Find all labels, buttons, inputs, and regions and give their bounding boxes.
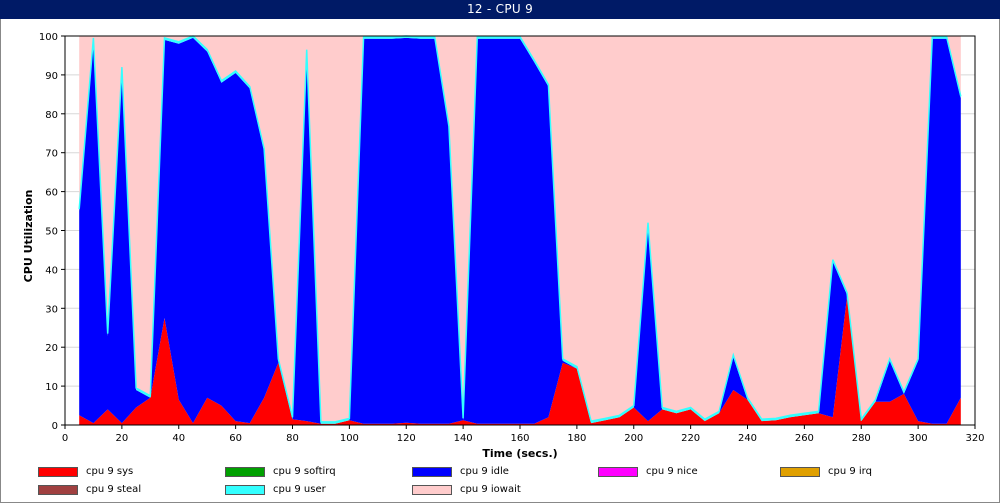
tick-labels: 0 10 20 30 40 50 60 70 80 90 100 0 20 40 60 80 100 120 140… [39, 32, 985, 444]
y-axis-label: CPU Utilization [22, 190, 35, 283]
legend-item: cpu 9 user [225, 483, 326, 497]
legend-swatch [412, 467, 452, 477]
series-line-cpu-9-user [78, 35, 962, 423]
legend: cpu 9 sys cpu 9 softirq cpu 9 idle cpu 9 ni… [0, 462, 1000, 504]
y-tick-label: 10 [45, 382, 58, 393]
stacked-areas [78, 35, 962, 425]
legend-item: cpu 9 steal [38, 483, 141, 497]
y-tick-label: 70 [45, 149, 58, 160]
legend-swatch [38, 467, 78, 477]
legend-label: cpu 9 sys [86, 466, 134, 477]
x-tick-label: 280 [852, 433, 871, 444]
x-tick-label: 100 [340, 433, 359, 444]
x-tick-label: 60 [229, 433, 242, 444]
legend-swatch [598, 467, 638, 477]
legend-swatch [38, 485, 78, 495]
x-tick-label: 120 [397, 433, 416, 444]
x-tick-label: 320 [965, 433, 984, 444]
area-cpu-9-idle [79, 37, 961, 424]
x-axis-label: Time (secs.) [482, 447, 557, 460]
legend-label: cpu 9 steal [86, 484, 142, 495]
legend-item: cpu 9 irq [780, 465, 872, 479]
x-tick-label: 40 [172, 433, 185, 444]
window-title: 12 - CPU 9 [0, 0, 1000, 19]
legend-label: cpu 9 idle [460, 466, 509, 477]
legend-item: cpu 9 softirq [225, 465, 336, 479]
x-tick-label: 260 [795, 433, 814, 444]
y-tick-label: 60 [45, 188, 58, 199]
x-tick-label: 0 [62, 433, 68, 444]
x-tick-label: 240 [738, 433, 757, 444]
y-tick-label: 100 [39, 32, 58, 43]
legend-swatch [412, 485, 452, 495]
legend-label: cpu 9 nice [646, 466, 698, 477]
x-tick-label: 220 [681, 433, 700, 444]
legend-swatch [225, 467, 265, 477]
x-tick-label: 80 [286, 433, 299, 444]
legend-label: cpu 9 irq [828, 466, 872, 477]
y-tick-label: 30 [45, 304, 58, 315]
legend-swatch [780, 467, 820, 477]
legend-swatch [225, 485, 265, 495]
legend-item: cpu 9 nice [598, 465, 698, 479]
x-tick-label: 160 [510, 433, 529, 444]
legend-label: cpu 9 softirq [273, 466, 336, 477]
x-tick-label: 20 [116, 433, 129, 444]
y-tick-label: 80 [45, 110, 58, 121]
y-tick-label: 0 [52, 421, 58, 432]
x-tick-label: 140 [454, 433, 473, 444]
legend-label: cpu 9 user [273, 484, 326, 495]
y-tick-label: 20 [45, 343, 58, 354]
legend-item: cpu 9 sys [38, 465, 133, 479]
area-cpu-9-iowait [79, 36, 961, 422]
legend-item: cpu 9 idle [412, 465, 509, 479]
legend-label: cpu 9 iowait [460, 484, 521, 495]
y-tick-label: 50 [45, 227, 58, 238]
area-cpu-9-sys [79, 296, 961, 425]
legend-item: cpu 9 iowait [412, 483, 521, 497]
x-tick-label: 300 [909, 433, 928, 444]
y-tick-label: 90 [45, 71, 58, 82]
y-tick-label: 40 [45, 265, 58, 276]
x-tick-label: 200 [624, 433, 643, 444]
x-tick-label: 180 [567, 433, 586, 444]
